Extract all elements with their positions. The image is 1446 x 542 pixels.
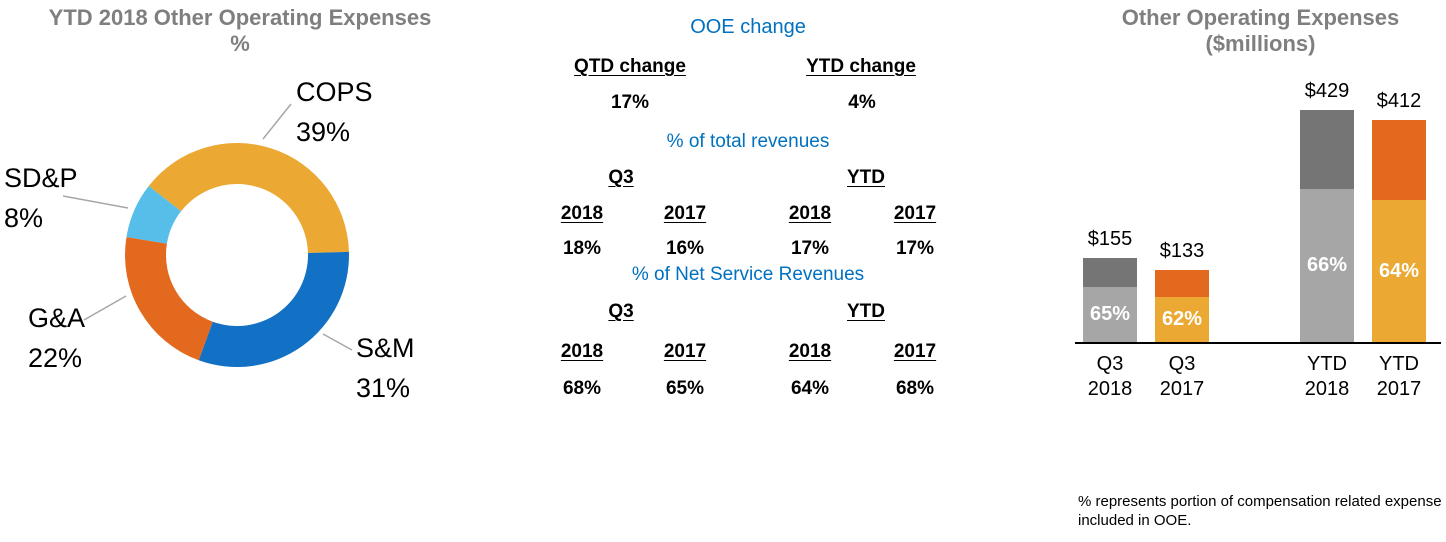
qtd-change-label: QTD change — [574, 56, 686, 77]
ytd-change-value: 4% — [848, 92, 876, 113]
ytd-change-label: YTD change — [806, 56, 916, 77]
donut-segments — [124, 142, 350, 368]
net-service-year-1: 2017 — [663, 341, 707, 362]
net-service-revenues-title: % of Net Service Revenues — [631, 264, 865, 285]
bar-upper-ytd-2017 — [1372, 120, 1426, 200]
bar-category-ytd-2017: YTD 2017 — [1376, 353, 1422, 400]
bar-lower-q3-2017: 62% — [1155, 297, 1209, 342]
net-service-ytd-label: YTD — [847, 301, 885, 322]
bar-total-label-ytd-2017: $412 — [1376, 90, 1422, 112]
donut-segment-cops — [148, 142, 349, 254]
bar-pct-label-ytd-2017: 64% — [1378, 259, 1420, 282]
net-service-q3-label: Q3 — [608, 301, 634, 322]
bar-upper-q3-2017 — [1155, 270, 1209, 297]
leader-line-sm — [322, 333, 353, 351]
bar-category-q3-2017: Q3 2017 — [1159, 353, 1205, 400]
total-revenues-value-2: 17% — [790, 238, 830, 259]
donut-label-sdp-name: SD&P — [4, 163, 78, 193]
total-revenues-ytd-label: YTD — [847, 167, 885, 188]
donut-chart-title-line2: % — [230, 31, 250, 56]
bar-category-ytd-2018: YTD 2018 — [1304, 353, 1350, 400]
bar-chart-panel: Other Operating Expenses ($millions) 65%… — [1075, 0, 1446, 542]
total-revenues-year-2: 2018 — [788, 203, 832, 224]
bar-upper-ytd-2018 — [1300, 110, 1354, 189]
total-revenues-title: % of total revenues — [666, 131, 830, 152]
donut-label-sm: S&M 31% — [356, 328, 415, 408]
donut-label-sdp: SD&P 8% — [4, 158, 78, 238]
donut-segment-sm — [198, 251, 350, 368]
leader-line-ga — [83, 295, 127, 321]
net-service-value-1: 65% — [665, 378, 705, 399]
bar-chart-title-line2: ($millions) — [1205, 31, 1316, 56]
donut-label-ga: G&A 22% — [28, 298, 85, 378]
bar-category-q3-2018: Q3 2018 — [1087, 353, 1133, 400]
donut-segment-sdp — [126, 186, 182, 244]
total-revenues-q3-label: Q3 — [608, 167, 634, 188]
bar-pct-label-q3-2018: 65% — [1089, 303, 1131, 325]
bar-pct-label-ytd-2018: 66% — [1306, 254, 1348, 276]
total-revenues-year-3: 2017 — [893, 203, 937, 224]
bar-total-label-ytd-2018: $429 — [1304, 80, 1350, 102]
ooe-change-title: OOE change — [690, 16, 806, 38]
total-revenues-value-1: 16% — [665, 238, 705, 259]
bar-chart-title-line1: Other Operating Expenses — [1121, 5, 1400, 30]
bar-chart: 65% $155 Q3 2018 62% $133 Q3 2017 66% $429 YTD 2018… — [1075, 0, 1446, 460]
net-service-value-3: 68% — [895, 378, 935, 399]
donut-label-cops-value: 39% — [296, 117, 351, 147]
bar-pct-label-q3-2017: 62% — [1161, 308, 1203, 330]
donut-chart-title: YTD 2018 Other Operating Expenses % — [10, 5, 470, 57]
bar-upper-q3-2018 — [1083, 258, 1137, 287]
donut-label-sm-name: S&M — [356, 333, 415, 363]
net-service-year-0: 2018 — [560, 341, 604, 362]
qtd-change-value: 17% — [610, 92, 650, 113]
donut-chart-title-line1: YTD 2018 Other Operating Expenses — [48, 5, 432, 30]
bar-lower-ytd-2018: 66% — [1300, 189, 1354, 342]
x-axis — [1075, 342, 1441, 344]
donut-label-ga-name: G&A — [28, 303, 86, 333]
donut-label-cops-name: COPS — [296, 77, 373, 107]
donut-label-sm-value: 31% — [356, 373, 411, 403]
leader-line-sdp — [62, 195, 129, 209]
bar-total-label-q3-2017: $133 — [1159, 240, 1205, 262]
bar-lower-q3-2018: 65% — [1083, 287, 1137, 342]
bar-chart-title: Other Operating Expenses ($millions) — [1075, 5, 1446, 57]
donut-label-sdp-value: 8% — [4, 203, 44, 233]
net-service-year-3: 2017 — [893, 341, 937, 362]
total-revenues-value-0: 18% — [562, 238, 602, 259]
total-revenues-value-3: 17% — [895, 238, 935, 259]
donut-label-ga-value: 22% — [28, 343, 83, 373]
donut-label-cops: COPS 39% — [296, 72, 373, 152]
donut-segment-ga — [124, 237, 213, 361]
total-revenues-year-1: 2017 — [663, 203, 707, 224]
bar-total-label-q3-2018: $155 — [1087, 228, 1133, 250]
leader-line-cops — [262, 103, 292, 140]
net-service-year-2: 2018 — [788, 341, 832, 362]
donut-chart-panel: YTD 2018 Other Operating Expenses % COPS… — [0, 0, 470, 542]
net-service-value-2: 64% — [790, 378, 830, 399]
net-service-value-0: 68% — [562, 378, 602, 399]
footnote: % represents portion of compensation rel… — [1078, 493, 1442, 529]
total-revenues-year-0: 2018 — [560, 203, 604, 224]
bar-lower-ytd-2017: 64% — [1372, 200, 1426, 342]
donut-chart — [62, 103, 353, 368]
ooe-change-panel: OOE change QTD change YTD change 17% 4% … — [555, 0, 955, 470]
